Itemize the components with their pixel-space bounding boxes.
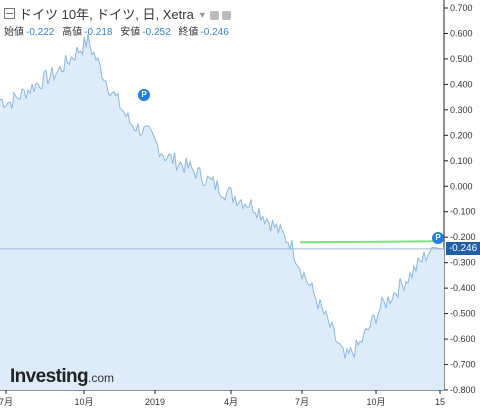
y-tick-label: -0.500 [450, 309, 476, 319]
x-tick-label: 10月 [366, 397, 385, 407]
logo-suffix: .com [88, 371, 115, 385]
high-label: 高値 [62, 27, 83, 38]
logo-main: Investing [10, 366, 89, 387]
y-tick-label: 0.500 [450, 54, 473, 64]
marker-p-icon[interactable]: P [432, 232, 444, 244]
y-tick-label: -0.100 [450, 207, 476, 217]
y-tick-label: 0.200 [450, 130, 473, 140]
plot-area [0, 34, 445, 391]
y-tick-label: -0.800 [450, 385, 476, 395]
y-tick-label: -0.400 [450, 283, 476, 293]
ohlc-values: 始値 -0.222 高値 -0.218 安値 -0.252 終値 -0.246 [4, 23, 234, 38]
x-tick-label: 2019 [145, 397, 165, 407]
last-price-label: -0.246 [446, 242, 480, 255]
close-value: -0.246 [200, 27, 229, 38]
y-tick-label: -0.700 [450, 360, 476, 370]
y-tick-label: -0.300 [450, 258, 476, 268]
y-tick-label: 0.600 [450, 28, 473, 38]
settings-icon[interactable] [209, 11, 219, 20]
marker-p-icon[interactable]: P [138, 89, 150, 101]
collapse-icon[interactable] [4, 8, 15, 19]
high-value: -0.218 [84, 27, 113, 38]
y-tick-label: 0.000 [450, 181, 473, 191]
chart-marks [0, 240, 444, 250]
close-icon[interactable] [221, 11, 231, 20]
y-tick-label: 0.700 [450, 3, 473, 13]
open-value: -0.222 [26, 27, 55, 38]
y-tick-label: -0.200 [450, 232, 476, 242]
x-tick-label: 7月 [295, 397, 309, 407]
chart-header: ドイツ 10年, ドイツ, 日, Xetra ▼ [4, 4, 231, 23]
investing-logo: Investing.com [10, 366, 114, 388]
y-tick-label: -0.600 [450, 334, 476, 344]
series-line [0, 34, 445, 359]
low-value: -0.252 [142, 27, 171, 38]
x-tick-label: 7月 [0, 397, 13, 407]
x-tick-label: 4月 [224, 397, 238, 407]
y-tick-label: 0.400 [450, 79, 473, 89]
chart-title: ドイツ 10年, ドイツ, 日, Xetra [19, 7, 194, 22]
series-area [0, 34, 444, 391]
x-tick-label: 15 [435, 397, 445, 407]
close-label: 終値 [178, 27, 199, 38]
low-label: 安値 [120, 27, 141, 38]
y-tick-label: 0.100 [450, 156, 473, 166]
x-tick-label: 10月 [74, 397, 93, 407]
dropdown-arrow-icon[interactable]: ▼ [197, 10, 207, 20]
y-tick-label: 0.300 [450, 105, 473, 115]
level-line [299, 240, 437, 244]
open-label: 始値 [4, 27, 24, 38]
